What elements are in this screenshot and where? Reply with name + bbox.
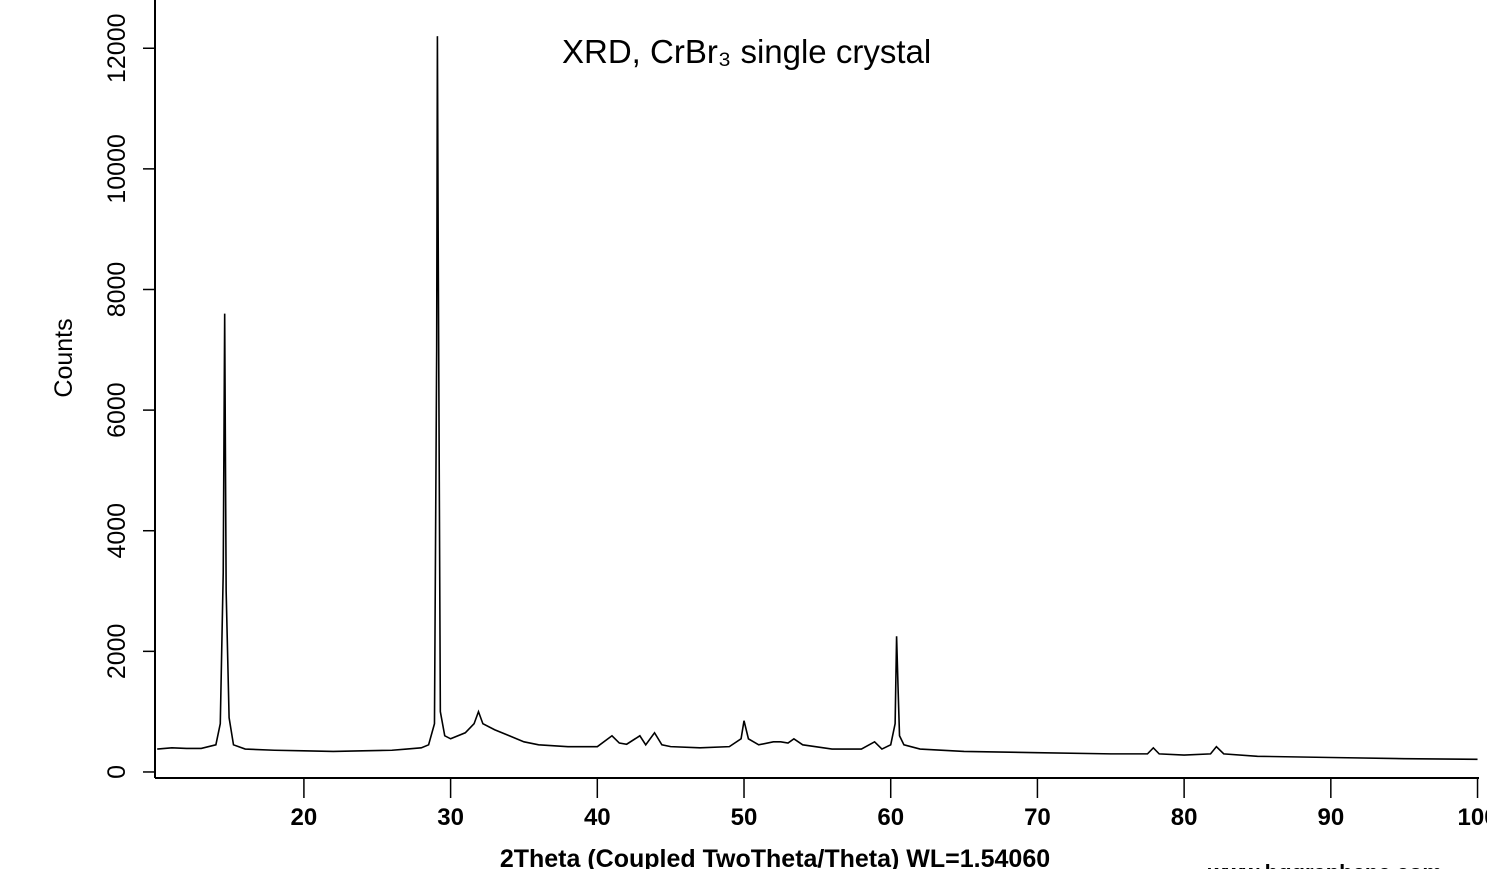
y-tick-label: 10000 <box>103 134 131 204</box>
x-tick-label: 70 <box>1024 804 1051 831</box>
y-tick-label: 0 <box>103 765 131 779</box>
x-tick-label: 60 <box>877 804 904 831</box>
x-axis-label: 2Theta (Coupled TwoTheta/Theta) WL=1.540… <box>500 845 1050 869</box>
watermark: www.hqgraphene.com <box>1207 860 1442 869</box>
x-tick-label: 90 <box>1317 804 1344 831</box>
data-line <box>157 36 1478 761</box>
x-tick-label: 30 <box>437 804 464 831</box>
y-axis-label: Counts <box>50 318 78 397</box>
y-tick-label: 4000 <box>103 503 131 559</box>
y-tick-label: 8000 <box>103 262 131 318</box>
x-tick-label: 80 <box>1171 804 1198 831</box>
y-tick-label: 2000 <box>103 624 131 680</box>
x-tick-label: 40 <box>584 804 611 831</box>
x-tick-label: 20 <box>291 804 318 831</box>
x-tick-label: 100 <box>1458 804 1487 831</box>
chart-title: XRD, CrBr₃ single crystal <box>562 33 931 70</box>
y-tick-label: 6000 <box>103 382 131 438</box>
y-tick-label: 12000 <box>103 13 131 83</box>
x-tick-label: 50 <box>731 804 758 831</box>
